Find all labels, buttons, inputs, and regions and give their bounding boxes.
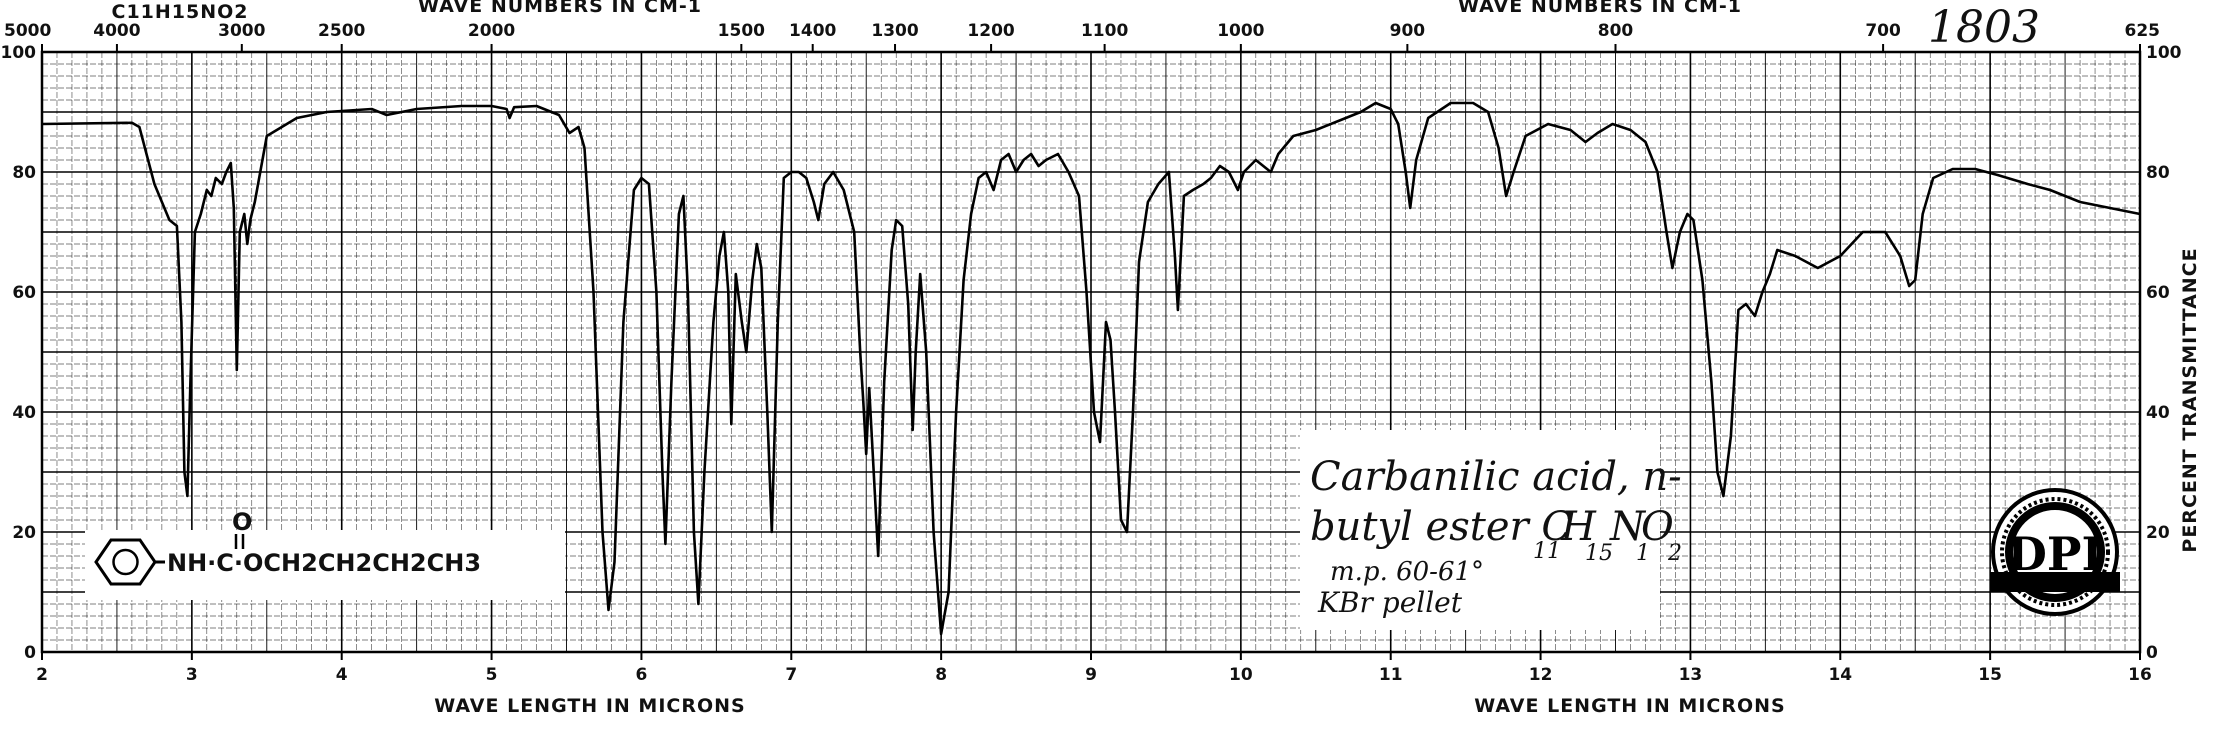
y-tick-label-left: 20 (12, 523, 36, 543)
y-tick-label-right: 80 (2146, 163, 2170, 183)
formula-subscript-h: 15 (1585, 541, 1613, 566)
x-tick-label: 12 (1529, 665, 1553, 685)
seal-banner (1990, 572, 2120, 592)
y-axis-title: PERCENT TRANSMITTANCE (2179, 247, 2201, 552)
y-tick-label-left: 40 (12, 403, 36, 423)
formula-letter-o: O (1641, 504, 1674, 550)
y-tick-label-right: 60 (2146, 283, 2170, 303)
x-tick-label: 5 (486, 665, 498, 685)
wavenumber-tick-label: 800 (1598, 21, 1634, 41)
x-tick-label: 9 (1085, 665, 1097, 685)
structure-formula: NH·C·OCH2CH2CH2CH3 O (85, 508, 565, 600)
compound-name-line2: butyl ester C (1310, 504, 1572, 550)
x-tick-label: 10 (1229, 665, 1253, 685)
wavenumber-tick-labels: 5000 4000 3000 2500 2000 1500 1400 1300 1200 1100… (4, 21, 2160, 52)
y-axis-right-tick-labels: 0 20 40 60 80 100 (2146, 43, 2182, 663)
x-tick-label: 16 (2128, 665, 2152, 685)
transmittance-curve (41, 101, 2141, 636)
formula-letter-n: N (1609, 504, 1647, 550)
y-tick-label-left: 100 (1, 43, 37, 63)
x-axis-tick-labels: 2 3 4 5 6 7 8 9 10 11 12 13 14 15 16 (36, 652, 2152, 685)
carbonyl-oxygen: O (232, 508, 252, 536)
wavenumber-tick-label: 4000 (93, 21, 140, 41)
serial-number: 1803 (1928, 2, 2040, 53)
melting-point: m.p. 60-61° (1330, 557, 1484, 587)
x-tick-label: 7 (785, 665, 797, 685)
x-tick-label: 3 (186, 665, 198, 685)
seal-monogram: DPI (2007, 527, 2103, 581)
structure-background (85, 530, 565, 600)
x-tick-label: 2 (36, 665, 48, 685)
top-axis-title-left: WAVE NUMBERS IN CM-1 (418, 0, 702, 17)
top-axis-title-right: WAVE NUMBERS IN CM-1 (1458, 0, 1742, 17)
wavenumber-tick-label: 1200 (967, 21, 1014, 41)
formula-subscript-o: 2 (1667, 541, 1682, 566)
formula-letter-h: H (1560, 504, 1597, 550)
y-tick-label-left: 60 (12, 283, 36, 303)
wavenumber-tick-label: 1500 (718, 21, 765, 41)
x-tick-label: 11 (1379, 665, 1403, 685)
x-tick-label: 8 (935, 665, 947, 685)
x-tick-label: 13 (1679, 665, 1703, 685)
x-tick-label: 14 (1828, 665, 1852, 685)
x-tick-label: 4 (336, 665, 348, 685)
wavenumber-tick-label: 700 (1865, 21, 1901, 41)
y-tick-label-right: 20 (2146, 523, 2170, 543)
structure-chain-text: NH·C·OCH2CH2CH2CH3 (167, 549, 481, 577)
wavenumber-tick-label: 3000 (218, 21, 265, 41)
y-tick-label-left: 0 (24, 643, 36, 663)
x-tick-label: 6 (636, 665, 648, 685)
chart-grid (41, 51, 2141, 653)
y-tick-label-left: 80 (12, 163, 36, 183)
manufacturer-seal-logo: DPI (1990, 488, 2120, 616)
label-box-background (1300, 430, 1660, 630)
sample-preparation: KBr pellet (1317, 586, 1463, 619)
wavenumber-tick-label: 625 (2125, 21, 2161, 41)
wavenumber-tick-label: 5000 (4, 21, 51, 41)
wavenumber-tick-label: 1100 (1081, 21, 1128, 41)
y-axis-left-tick-labels: 0 20 40 60 80 100 (1, 43, 37, 663)
formula-subscript-n: 1 (1636, 541, 1650, 566)
aromatic-circle-icon (112, 548, 139, 576)
seal-lettering-band (2000, 497, 2110, 607)
y-tick-label-right: 0 (2146, 643, 2158, 663)
wavenumber-tick-label: 1300 (871, 21, 918, 41)
compound-name-line1: Carbanilic acid, n- (1310, 454, 1682, 500)
wavenumber-tick-label: 1400 (789, 21, 836, 41)
compound-label-box: Carbanilic acid, n- butyl ester C 11 H 1… (1300, 430, 1682, 630)
x-axis-title-left: WAVE LENGTH IN MICRONS (434, 695, 745, 717)
y-tick-label-right: 100 (2146, 43, 2182, 63)
formula-fragment-top: C11H15NO2 (112, 1, 249, 23)
x-tick-label: 15 (1978, 665, 2002, 685)
x-axis-title-right: WAVE LENGTH IN MICRONS (1474, 695, 1785, 717)
wavenumber-tick-label: 2500 (318, 21, 365, 41)
formula-subscript-c: 11 (1533, 539, 1561, 564)
y-tick-label-right: 40 (2146, 403, 2170, 423)
wavenumber-tick-label: 900 (1390, 21, 1426, 41)
wavenumber-tick-label: 1000 (1217, 21, 1264, 41)
wavenumber-tick-label: 2000 (468, 21, 515, 41)
